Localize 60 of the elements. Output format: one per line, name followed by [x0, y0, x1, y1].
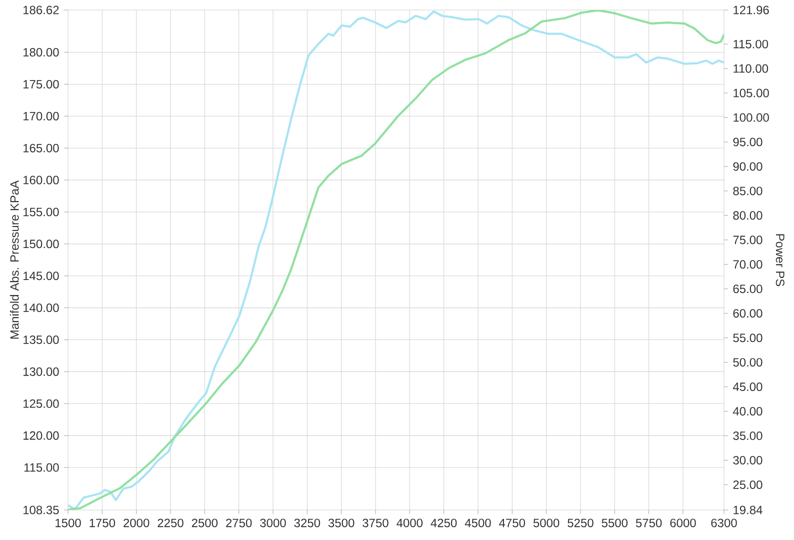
- y-tick-label: 115.00: [24, 463, 59, 472]
- line-series: [68, 10, 724, 510]
- y-tick-label: 175.00: [24, 80, 59, 88]
- y2-tick-label: 115.00: [734, 40, 768, 48]
- y2-tick-label: 50.00: [733, 358, 762, 367]
- x-tick-label: 4000: [396, 518, 423, 528]
- y2-tick-label: 25.00: [733, 480, 762, 489]
- x-tick-label: 5250: [568, 518, 594, 528]
- y2-tick-label: 110.00: [734, 64, 768, 73]
- y-tick-label: 155.00: [24, 208, 59, 216]
- y2-tick-label: 121.96: [734, 6, 769, 14]
- x-tick-label: 2750: [226, 518, 252, 528]
- y2-tick-label: 85.00: [733, 186, 762, 196]
- x-tick-label: 5500: [602, 518, 628, 528]
- y2-tick-label: 95.00: [733, 138, 762, 146]
- y-tick-label: 145.00: [24, 272, 59, 280]
- x-tick-label: 4750: [499, 518, 526, 528]
- x-tick-label: 6000: [670, 518, 696, 528]
- x-tick-label: 3000: [260, 518, 286, 528]
- y-tick-label: 170.00: [24, 112, 59, 120]
- y-tick-label: 108.35: [24, 506, 59, 514]
- x-tick-label: 4250: [430, 518, 457, 528]
- x-tick-label: 5000: [533, 518, 560, 528]
- y-axis-title: Manifold Abs. Pressure KPaA: [10, 180, 19, 339]
- y-tick-label: 135.00: [24, 335, 59, 344]
- y2-tick-label: 35.00: [733, 432, 762, 440]
- x-tick-label: 3750: [362, 518, 388, 528]
- y2-tick-label: 90.00: [733, 162, 762, 171]
- y-tick-label: 120.00: [24, 431, 59, 440]
- y-tick-label: 160.00: [24, 176, 59, 184]
- y-tick-label: 125.00: [24, 399, 59, 408]
- y2-tick-label: 100.00: [734, 113, 769, 122]
- x-tick-label: 5750: [636, 518, 662, 528]
- y-tick-label: 186.62: [24, 6, 59, 14]
- y2-tick-label: 75.00: [733, 236, 762, 244]
- x-tick-label: 4500: [464, 518, 491, 528]
- x-tick-label: 1500: [56, 518, 81, 528]
- y-tick-label: 150.00: [24, 240, 59, 248]
- x-tick-label: 2000: [124, 518, 150, 528]
- y-tick-label: 180.00: [24, 48, 59, 57]
- y2-tick-label: 30.00: [733, 456, 762, 464]
- y2-tick-label: 60.00: [733, 309, 762, 318]
- y2-axis-title: Power PS: [776, 234, 784, 286]
- x-tick-label: 3250: [294, 518, 320, 528]
- y2-tick-label: 45.00: [732, 382, 762, 392]
- x-tick-label: 2250: [158, 518, 184, 528]
- x-tick-label: 1750: [90, 518, 116, 528]
- y2-tick-label: 40.00: [732, 407, 762, 416]
- y2-tick-label: 55.00: [733, 334, 762, 342]
- x-tick-label: 2500: [192, 518, 218, 528]
- y2-tick-label: 65.00: [733, 284, 762, 294]
- y-tick-label: 165.00: [24, 144, 59, 152]
- y2-tick-label: 70.00: [733, 260, 762, 269]
- x-tick-label: 6300: [711, 518, 737, 528]
- y2-tick-label: 19.84: [734, 506, 762, 514]
- y2-tick-label: 105.00: [734, 88, 769, 98]
- y-tick-label: 140.00: [24, 304, 59, 312]
- y2-tick-label: 80.00: [733, 211, 762, 220]
- y-tick-label: 130.00: [24, 367, 59, 376]
- x-tick-label: 3500: [328, 518, 354, 528]
